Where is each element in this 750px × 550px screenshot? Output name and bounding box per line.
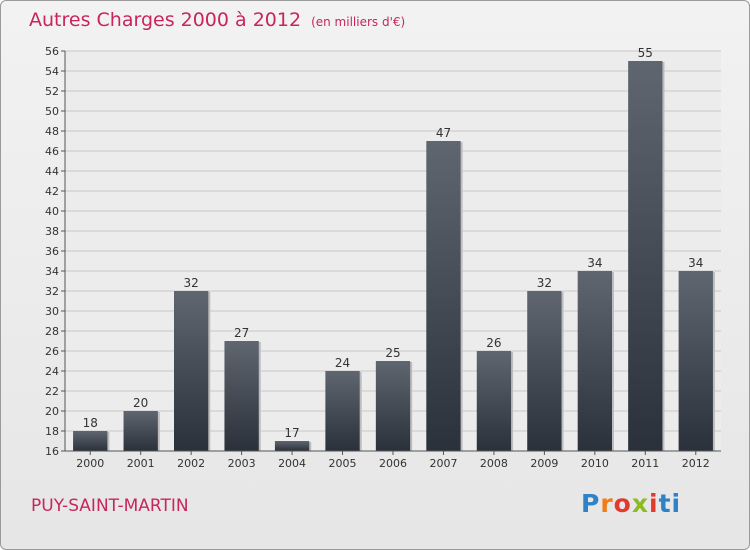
proxiti-logo: Proxiti <box>581 489 681 518</box>
chart-title-main: Autres Charges 2000 à 2012 <box>29 9 302 31</box>
x-tick-label-2003: 2003 <box>228 457 256 470</box>
data-label-2010: 34 <box>587 256 602 270</box>
logo-letter: r <box>600 489 614 518</box>
y-tick-label: 22 <box>45 385 59 398</box>
data-label-2003: 27 <box>234 326 249 340</box>
bar-2007 <box>426 141 461 451</box>
logo-letter: o <box>613 489 632 518</box>
y-tick-label: 56 <box>45 45 59 58</box>
y-tick-label: 42 <box>45 185 59 198</box>
x-tick-label-2006: 2006 <box>379 457 407 470</box>
chart-title-unit: (en milliers d'€) <box>311 15 406 29</box>
y-tick-label: 32 <box>45 285 59 298</box>
x-tick-label-2008: 2008 <box>480 457 508 470</box>
bar-2010 <box>577 271 613 451</box>
data-label-2007: 47 <box>436 126 451 140</box>
logo-letter: i <box>649 489 659 518</box>
data-label-2006: 25 <box>385 346 400 360</box>
logo-letter: ti <box>658 489 682 518</box>
bar-2009 <box>527 291 562 451</box>
x-tick-label-2012: 2012 <box>682 457 710 470</box>
x-tick-label-2007: 2007 <box>429 457 457 470</box>
data-label-2012: 34 <box>688 256 703 270</box>
bar-2011 <box>628 61 663 451</box>
y-tick-label: 24 <box>45 365 59 378</box>
logo-letter: P <box>581 489 601 518</box>
bar-2002 <box>173 291 209 451</box>
data-label-2004: 17 <box>284 426 299 440</box>
bar-2008 <box>476 351 512 451</box>
bar-2005 <box>325 371 360 451</box>
bars: 18 20 32 27 17 24 25 47 26 32 34 55 34 <box>73 46 715 451</box>
x-tick-label-2005: 2005 <box>329 457 357 470</box>
chart-title: Autres Charges 2000 à 2012 (en milliers d… <box>29 9 405 31</box>
x-tick-label-2004: 2004 <box>278 457 306 470</box>
x-tick-label-2010: 2010 <box>581 457 609 470</box>
data-label-2000: 18 <box>83 416 98 430</box>
y-tick-label: 36 <box>45 245 59 258</box>
y-tick-label: 52 <box>45 85 59 98</box>
x-tick-label-2001: 2001 <box>127 457 155 470</box>
y-tick-label: 40 <box>45 205 59 218</box>
x-tick-label-2009: 2009 <box>530 457 558 470</box>
commune-name: PUY-SAINT-MARTIN <box>31 496 189 516</box>
y-tick-label: 48 <box>45 125 59 138</box>
x-tick-label-2000: 2000 <box>76 457 104 470</box>
y-tick-label: 28 <box>45 325 59 338</box>
data-label-2001: 20 <box>133 396 148 410</box>
bar-2000 <box>73 431 108 451</box>
y-tick-label: 18 <box>45 425 59 438</box>
data-label-2008: 26 <box>486 336 501 350</box>
y-tick-label: 26 <box>45 345 59 358</box>
x-tick-label-2011: 2011 <box>631 457 659 470</box>
axes: 16 18 20 22 24 26 28 30 32 34 36 38 40 42 44 46 48 50 52 54… <box>45 45 721 470</box>
y-tick-label: 50 <box>45 105 59 118</box>
data-label-2011: 55 <box>638 46 653 60</box>
data-label-2002: 32 <box>184 276 199 290</box>
y-tick-label: 46 <box>45 145 59 158</box>
data-label-2005: 24 <box>335 356 350 370</box>
y-tick-label: 20 <box>45 405 59 418</box>
y-tick-label: 54 <box>45 65 59 78</box>
y-tick-label: 44 <box>45 165 59 178</box>
logo-letter: x <box>631 489 649 518</box>
data-label-2009: 32 <box>537 276 552 290</box>
bar-2012 <box>678 271 713 451</box>
y-tick-label: 30 <box>45 305 59 318</box>
x-tick-label-2002: 2002 <box>177 457 205 470</box>
bar-2006 <box>375 361 411 451</box>
bar-2003 <box>224 341 259 451</box>
bar-2001 <box>123 411 158 451</box>
y-tick-label: 16 <box>45 445 59 458</box>
bar-2004 <box>274 441 310 451</box>
y-tick-label: 38 <box>45 225 59 238</box>
y-tick-label: 34 <box>45 265 59 278</box>
